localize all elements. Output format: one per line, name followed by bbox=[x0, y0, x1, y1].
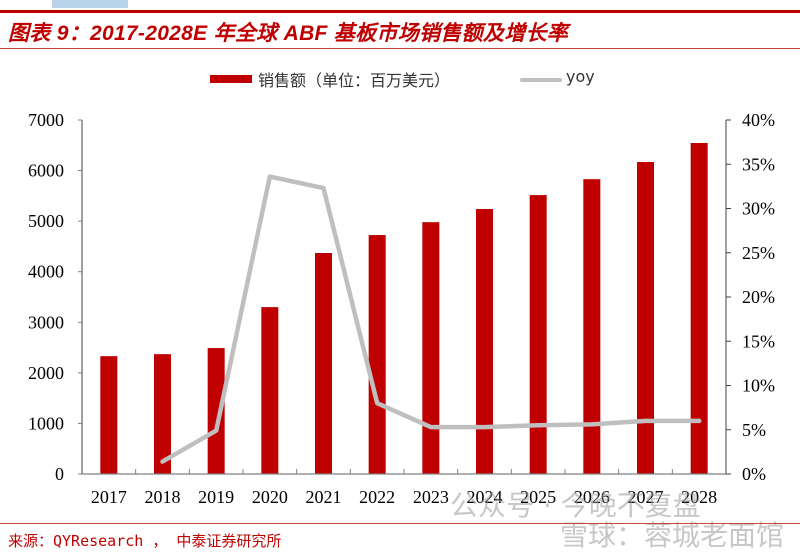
left-tick-label: 5000 bbox=[28, 211, 64, 231]
right-tick-label: 15% bbox=[742, 331, 775, 351]
x-tick-label: 2019 bbox=[198, 487, 234, 507]
bar-2022 bbox=[368, 235, 386, 474]
x-tick-label: 2027 bbox=[628, 487, 664, 507]
legend-bar-label: 销售额（单位：百万美元） bbox=[258, 71, 451, 90]
header-rule bbox=[0, 10, 800, 13]
left-tick-label: 4000 bbox=[28, 262, 64, 282]
right-tick-label: 5% bbox=[742, 420, 766, 440]
right-tick-label: 20% bbox=[742, 287, 775, 307]
x-tick-label: 2023 bbox=[413, 487, 449, 507]
bar-2019 bbox=[207, 348, 225, 474]
chart-title: 图表 9：2017-2028E 年全球 ABF 基板市场销售额及增长率 bbox=[8, 22, 569, 45]
clipped-previous-text bbox=[52, 0, 128, 8]
legend: 销售额（单位：百万美元） yoy bbox=[0, 66, 800, 92]
left-tick-label: 1000 bbox=[28, 413, 64, 433]
x-tick-label: 2018 bbox=[145, 487, 181, 507]
footer-rule bbox=[0, 523, 800, 524]
bar-2024 bbox=[476, 209, 493, 474]
bar-2020 bbox=[261, 307, 279, 474]
bar-2018 bbox=[154, 354, 171, 474]
yoy-line-series bbox=[160, 174, 702, 464]
x-tick-label: 2022 bbox=[359, 487, 395, 507]
bar-2025 bbox=[529, 195, 547, 474]
legend-line-label: yoy bbox=[566, 67, 595, 86]
x-tick-label: 2026 bbox=[574, 487, 610, 507]
right-tick-label: 30% bbox=[742, 199, 775, 219]
x-tick-label: 2028 bbox=[681, 487, 717, 507]
x-tick-label: 2017 bbox=[91, 487, 127, 507]
x-tick-label: 2020 bbox=[252, 487, 288, 507]
right-tick-label: 25% bbox=[742, 243, 775, 263]
source-note: 来源：QYResearch ， 中泰证券研究所 bbox=[8, 532, 282, 550]
bar-2017 bbox=[100, 356, 118, 474]
watermark-line1: 公众号 · 今晚不复盘 bbox=[450, 489, 701, 522]
legend-line-swatch bbox=[520, 78, 562, 82]
bar-2021 bbox=[315, 253, 332, 474]
left-tick-label: 2000 bbox=[28, 363, 64, 383]
title-underline bbox=[0, 48, 800, 49]
right-tick-label: 35% bbox=[742, 154, 775, 174]
watermark-line2: 雪球：蓉城老面馆 bbox=[560, 519, 785, 552]
x-tick-label: 2021 bbox=[306, 487, 342, 507]
left-tick-label: 7000 bbox=[28, 110, 64, 130]
left-tick-label: 6000 bbox=[28, 161, 64, 181]
left-tick-label: 0 bbox=[55, 464, 64, 484]
bar-series bbox=[100, 143, 708, 474]
legend-bar-swatch bbox=[210, 75, 252, 83]
yoy-line bbox=[160, 174, 702, 464]
bar-2023 bbox=[422, 222, 440, 474]
x-tick-label: 2025 bbox=[520, 487, 556, 507]
left-tick-label: 3000 bbox=[28, 312, 64, 332]
axes: 0 1000 2000 3000 4000 5000 6000 7000 0% 5% 10% 15% 2… bbox=[28, 110, 775, 507]
bar-2027 bbox=[637, 161, 654, 474]
right-tick-label: 0% bbox=[742, 464, 766, 484]
x-tick-label: 2024 bbox=[467, 487, 503, 507]
right-tick-label: 10% bbox=[742, 376, 775, 396]
right-tick-label: 40% bbox=[742, 110, 775, 130]
bar-2028 bbox=[690, 143, 708, 474]
bar-2026 bbox=[583, 179, 601, 474]
